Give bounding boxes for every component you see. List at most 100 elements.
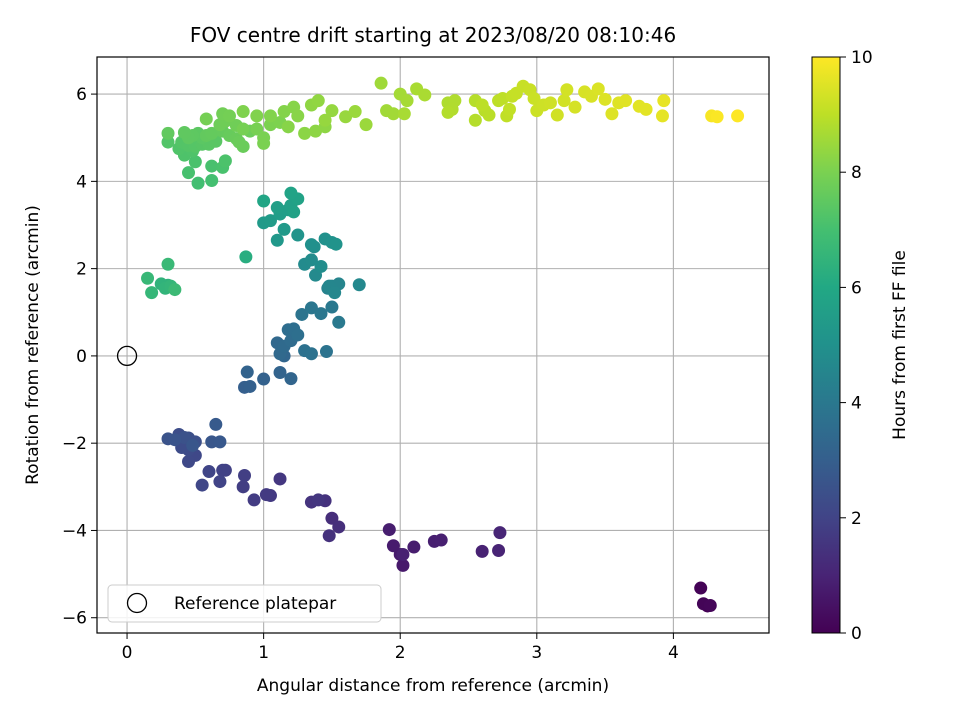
data-point [502,102,516,116]
data-point [177,125,191,139]
data-point [240,365,254,379]
data-point [273,365,287,379]
x-axis-label: Angular distance from reference (arcmin) [257,676,609,696]
data-point [543,96,557,110]
data-point [182,455,196,469]
y-tick-label: 2 [76,260,87,280]
data-point [359,118,373,132]
data-point [236,480,250,494]
chart-title: FOV centre drift starting at 2023/08/20 … [190,23,676,47]
colorbar-tick-label: 0 [851,624,862,644]
data-point [238,468,252,482]
data-point [655,109,669,123]
x-tick-label: 3 [531,643,542,663]
data-point [287,205,301,219]
data-point [493,526,507,540]
data-point [731,109,745,123]
data-point [205,159,219,173]
colorbar-tick-label: 8 [851,163,862,183]
data-point [348,105,362,119]
data-point [560,83,574,97]
data-point [332,315,346,329]
reference-platepar-marker [116,345,138,367]
data-point [468,113,482,127]
data-point [396,558,410,572]
data-point [591,82,605,96]
data-point [259,488,273,502]
data-point [386,107,400,121]
data-point [161,126,175,140]
data-point [250,109,264,123]
data-point [145,286,159,300]
data-point [284,372,298,386]
y-tick-label: 0 [76,347,87,367]
y-axis: −6 −4 −2 0 2 4 6 [62,85,97,629]
legend-reference-marker [126,592,148,614]
data-point [168,283,182,297]
data-point [325,104,339,118]
data-point [186,438,200,452]
data-point [311,493,325,507]
colorbar-tick-label: 6 [851,278,862,298]
y-tick-label: 6 [76,85,87,105]
data-point [161,257,175,271]
colorbar: 0 2 4 6 8 10 [811,48,873,644]
y-tick-label: −4 [62,521,87,541]
colorbar-tick-label: 4 [851,394,862,414]
data-point [247,493,261,507]
colorbar-gradient [811,56,841,634]
data-point [239,250,253,264]
data-point [218,154,232,168]
data-point [382,523,396,537]
data-point [291,109,305,123]
data-point [236,105,250,119]
colorbar-ticks: 0 2 4 6 8 10 [840,48,873,644]
data-point [710,110,724,124]
data-point [441,105,455,119]
legend-entry-reference-platepar: Reference platepar [174,594,336,614]
data-point [243,379,257,393]
data-point [397,107,411,121]
x-tick-label: 4 [668,643,679,663]
colorbar-label: Hours from first FF file [890,250,910,440]
x-tick-label: 1 [258,643,269,663]
data-point [332,520,346,534]
y-tick-label: −6 [62,609,87,629]
data-point [232,135,246,149]
data-point [270,201,284,215]
data-point [250,122,264,136]
data-point [295,307,309,321]
data-point [492,544,506,558]
data-point [222,109,236,123]
data-point [657,94,671,108]
data-point [619,94,633,108]
data-point [550,108,564,122]
data-point [273,472,287,486]
data-point [263,214,277,228]
data-point [263,109,277,123]
data-point [213,435,227,449]
data-point [318,113,332,127]
data-point [314,307,328,321]
x-tick-label: 0 [122,643,133,663]
data-point [339,110,353,124]
x-tick-label: 2 [395,643,406,663]
legend-box [107,584,382,623]
data-point [311,94,325,108]
data-point [188,155,202,169]
data-point [168,433,182,447]
data-point [605,107,619,121]
data-point [141,271,155,285]
data-point [182,166,196,180]
data-point [352,278,366,292]
data-point [434,533,448,547]
legend: Reference platepar [107,584,382,623]
data-point [557,94,571,108]
data-point [568,100,582,114]
colorbar-tick-label: 2 [851,509,862,529]
data-point [257,372,271,386]
data-point [407,540,421,554]
data-point [475,544,489,558]
data-point [291,328,305,342]
